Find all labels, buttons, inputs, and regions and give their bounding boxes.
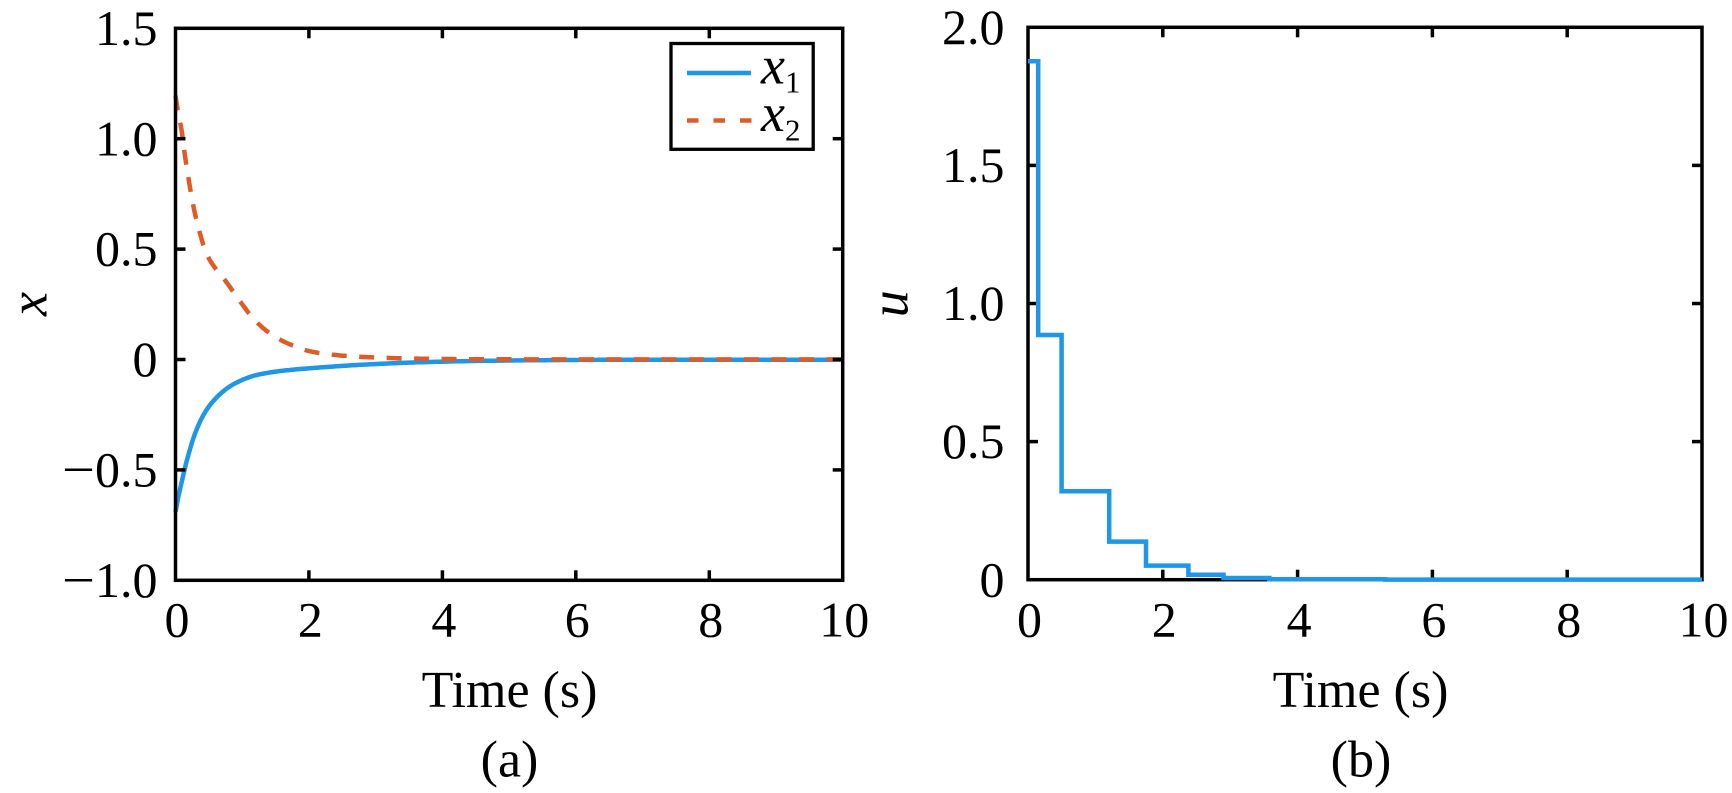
svg-text:1.5: 1.5: [95, 0, 158, 56]
svg-text:2: 2: [298, 592, 323, 648]
svg-text:4: 4: [431, 592, 456, 648]
svg-text:u: u: [860, 290, 920, 317]
svg-text:1.0: 1.0: [942, 275, 1005, 331]
svg-text:0: 0: [165, 592, 190, 648]
svg-text:4: 4: [1287, 592, 1312, 648]
svg-text:6: 6: [565, 592, 590, 648]
svg-text:0.5: 0.5: [95, 221, 158, 277]
svg-text:6: 6: [1421, 592, 1446, 648]
svg-text:1.0: 1.0: [95, 110, 158, 166]
svg-text:10: 10: [1679, 592, 1729, 648]
svg-text:0: 0: [133, 331, 158, 387]
svg-text:8: 8: [1556, 592, 1581, 648]
svg-text:2: 2: [1152, 592, 1177, 648]
svg-text:Time (s): Time (s): [1273, 662, 1449, 719]
svg-text:0.5: 0.5: [942, 413, 1005, 469]
svg-text:2.0: 2.0: [942, 0, 1005, 55]
svg-text:−0.5: −0.5: [62, 442, 158, 498]
svg-text:0: 0: [980, 551, 1005, 607]
svg-text:(a): (a): [481, 731, 539, 788]
svg-text:0: 0: [1017, 592, 1042, 648]
svg-text:−1.0: −1.0: [62, 552, 158, 608]
svg-text:x: x: [760, 36, 785, 96]
svg-text:(b): (b): [1331, 731, 1392, 788]
svg-text:8: 8: [698, 592, 723, 648]
svg-text:2: 2: [785, 113, 801, 148]
svg-text:10: 10: [819, 592, 869, 648]
svg-text:Time (s): Time (s): [422, 662, 598, 719]
svg-text:1: 1: [785, 65, 801, 100]
svg-text:1.5: 1.5: [942, 137, 1005, 193]
svg-text:x: x: [0, 292, 59, 317]
svg-text:x: x: [760, 83, 785, 143]
